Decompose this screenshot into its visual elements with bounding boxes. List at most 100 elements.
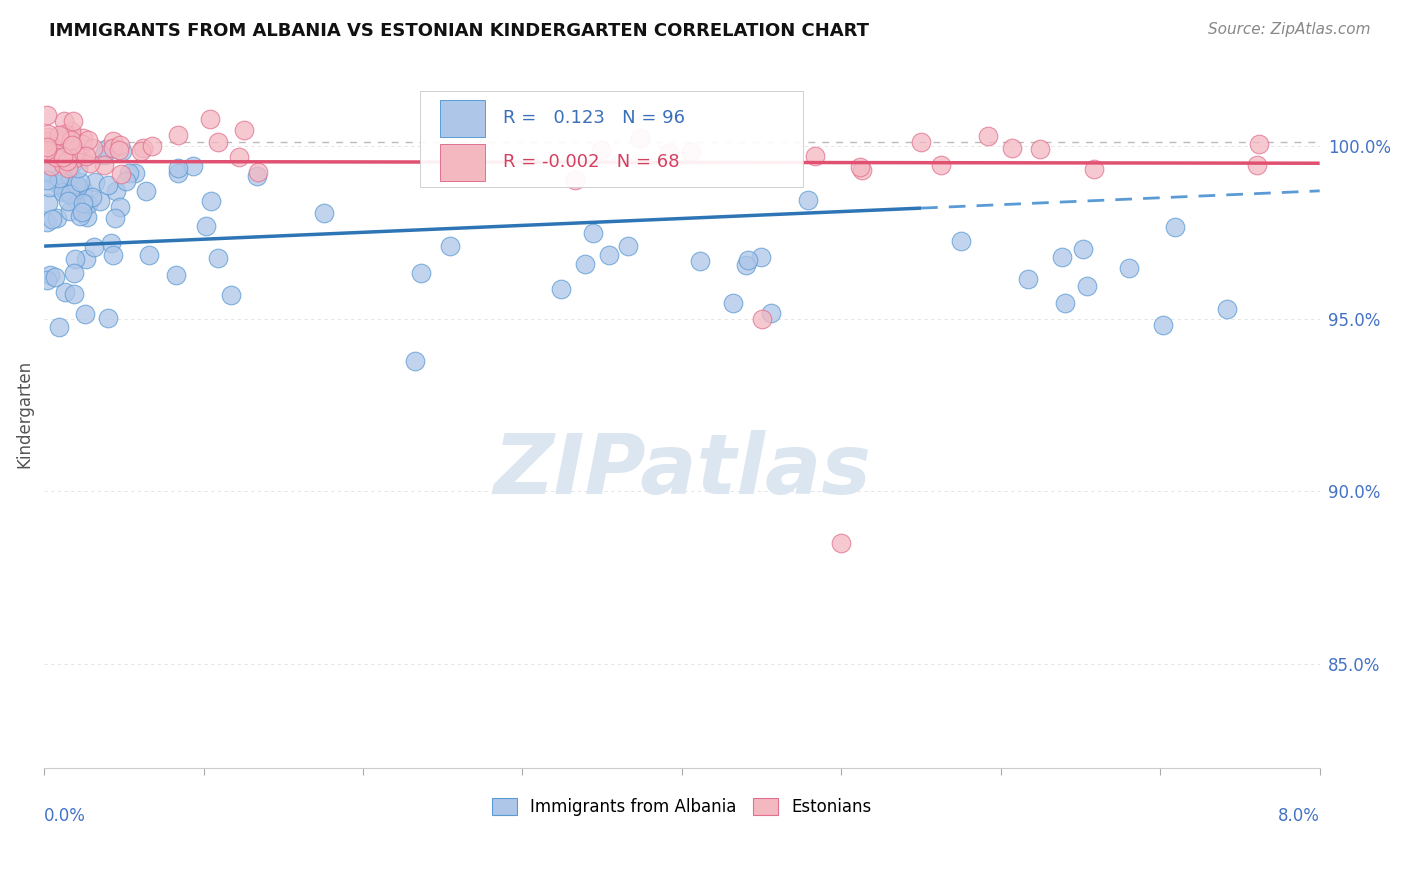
Point <box>101 135 124 149</box>
Point <box>45 211 67 225</box>
Point <box>104 211 127 225</box>
Point <box>67 179 90 194</box>
Point <box>589 144 612 158</box>
Point <box>247 164 270 178</box>
Point <box>737 253 759 268</box>
Point <box>166 128 188 142</box>
Point <box>658 145 681 160</box>
Point <box>66 161 89 175</box>
Point <box>564 173 586 187</box>
Point <box>1071 243 1094 257</box>
Point <box>39 159 62 173</box>
Point <box>53 285 76 300</box>
Point <box>58 136 80 151</box>
Point <box>63 286 86 301</box>
Point <box>75 197 97 211</box>
Point <box>37 173 59 187</box>
Point <box>804 148 827 162</box>
Point <box>52 156 75 170</box>
Point <box>101 248 124 262</box>
Text: IMMIGRANTS FROM ALBANIA VS ESTONIAN KINDERGARTEN CORRELATION CHART: IMMIGRANTS FROM ALBANIA VS ESTONIAN KIND… <box>49 22 869 40</box>
Point <box>207 135 229 149</box>
Point <box>110 167 132 181</box>
Point <box>723 295 745 310</box>
Point <box>108 138 131 153</box>
Point <box>37 134 59 148</box>
Point <box>67 146 90 161</box>
Point <box>52 185 75 199</box>
Bar <box>440 144 485 181</box>
Point <box>761 306 783 320</box>
Point <box>49 134 72 148</box>
Point <box>689 254 711 268</box>
Point <box>37 108 59 122</box>
Legend: Immigrants from Albania, Estonians: Immigrants from Albania, Estonians <box>485 791 879 823</box>
Text: Source: ZipAtlas.com: Source: ZipAtlas.com <box>1208 22 1371 37</box>
Point <box>79 156 101 170</box>
Point <box>65 177 87 191</box>
Point <box>246 169 269 183</box>
Point <box>228 150 250 164</box>
Point <box>1028 142 1050 156</box>
Point <box>950 235 973 249</box>
Point <box>51 179 73 194</box>
Point <box>167 166 190 180</box>
Point <box>76 210 98 224</box>
Point <box>52 113 75 128</box>
Point <box>59 159 82 173</box>
Point <box>314 206 336 220</box>
Point <box>135 184 157 198</box>
Point <box>65 152 87 166</box>
Bar <box>440 100 485 136</box>
Point <box>1246 158 1268 172</box>
Point <box>165 268 187 283</box>
Point <box>409 266 432 280</box>
Point <box>70 204 93 219</box>
Point <box>58 194 80 209</box>
Point <box>69 140 91 154</box>
Point <box>59 124 82 138</box>
Point <box>103 141 125 155</box>
Point <box>100 236 122 251</box>
Point <box>60 137 83 152</box>
Point <box>63 252 86 267</box>
Point <box>72 183 94 197</box>
Point <box>830 536 852 550</box>
Point <box>1083 161 1105 176</box>
Point <box>53 127 76 141</box>
Point <box>1215 301 1237 316</box>
Point <box>1050 250 1073 264</box>
Point <box>1249 137 1271 152</box>
Point <box>574 257 596 271</box>
Point <box>550 282 572 296</box>
Point <box>72 196 94 211</box>
Point <box>37 134 59 148</box>
Point <box>77 133 100 147</box>
Point <box>69 176 91 190</box>
Point <box>1017 272 1039 286</box>
Point <box>51 150 73 164</box>
Y-axis label: Kindergarten: Kindergarten <box>15 359 32 467</box>
Point <box>749 250 772 264</box>
Point <box>848 160 870 174</box>
Point <box>107 143 129 157</box>
Point <box>45 150 67 164</box>
Point <box>37 215 59 229</box>
Point <box>45 146 67 161</box>
Point <box>56 153 79 168</box>
Point <box>46 177 69 191</box>
Point <box>83 239 105 253</box>
Point <box>41 212 63 227</box>
Point <box>124 166 146 180</box>
Point <box>1076 279 1098 293</box>
Point <box>37 130 59 145</box>
Point <box>45 136 67 151</box>
Point <box>1001 141 1024 155</box>
Text: ZIPatlas: ZIPatlas <box>494 430 870 511</box>
Point <box>62 113 84 128</box>
Point <box>37 273 59 287</box>
Point <box>48 128 70 142</box>
Point <box>141 139 163 153</box>
Point <box>37 127 59 141</box>
Point <box>97 178 120 192</box>
